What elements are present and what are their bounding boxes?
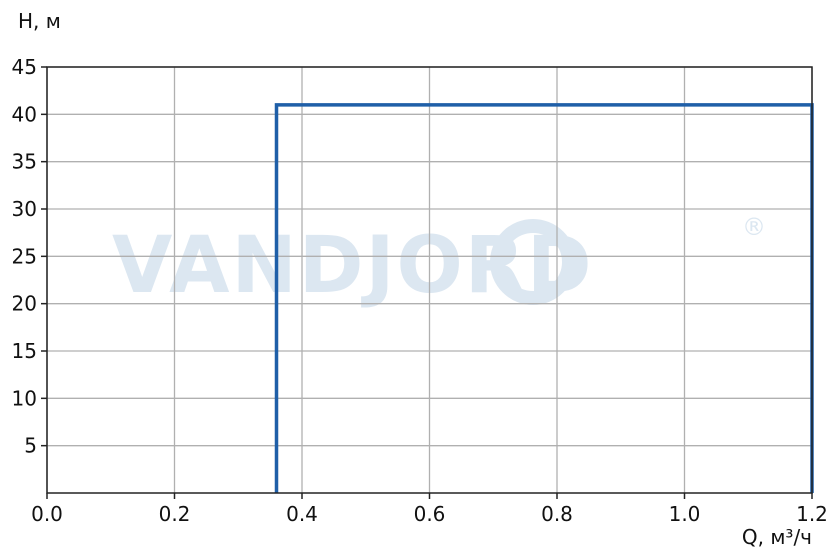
x-tick-label: 0.8 xyxy=(541,502,573,526)
x-tick-label: 0.6 xyxy=(414,502,446,526)
y-tick-label: 35 xyxy=(12,150,37,174)
y-tick-label: 30 xyxy=(12,197,37,221)
x-tick-label: 0.4 xyxy=(286,502,318,526)
watermark-ring-icon xyxy=(490,219,576,305)
x-tick-label: 0.2 xyxy=(159,502,191,526)
x-tick-label: 1.0 xyxy=(669,502,701,526)
y-tick-label: 25 xyxy=(12,244,37,268)
y-tick-label: 15 xyxy=(12,339,37,363)
x-tick-label: 0.0 xyxy=(31,502,63,526)
ticks: 0.0 0.2 0.4 0.6 0.8 1.0 1.2 5 10 15 20 25 30 35 40 45 xyxy=(12,55,828,526)
x-tick-label: 1.2 xyxy=(796,502,828,526)
y-tick-label: 5 xyxy=(24,434,37,458)
y-axis-label: H, м xyxy=(18,9,61,33)
y-tick-label: 45 xyxy=(12,55,37,79)
y-tick-label: 40 xyxy=(12,102,37,126)
y-tick-label: 20 xyxy=(12,292,37,316)
y-tick-label: 10 xyxy=(12,386,37,410)
watermark: VANDJORD ® xyxy=(112,213,766,311)
watermark-registered-mark: ® xyxy=(742,213,766,241)
x-axis-label: Q, м³/ч xyxy=(742,525,812,549)
